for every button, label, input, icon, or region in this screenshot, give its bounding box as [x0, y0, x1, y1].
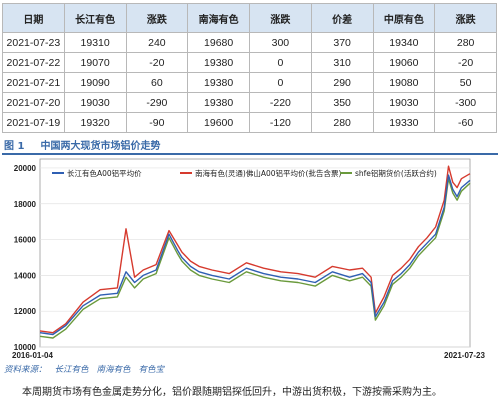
price-table: 日期 长江有色 涨跌 南海有色 涨跌 价差 中原有色 涨跌 2021-07-23… [2, 3, 497, 133]
table-row: 2021-07-20 19030 -290 19380 -220 350 19030 -300 [2, 92, 497, 113]
table-cell: 2021-07-23 [2, 32, 65, 53]
figure-number: 图 1 [4, 141, 25, 152]
figure-title: 中国两大现货市场铝价走势 [40, 141, 161, 152]
header-spread: 价差 [310, 3, 374, 33]
table-cell: 2021-07-22 [2, 52, 65, 73]
source-label: 资料来源： [4, 365, 47, 375]
header-nanhai: 南海有色 [187, 3, 250, 33]
table-row: 2021-07-23 19310 240 19680 300 370 19340 280 [2, 32, 497, 53]
legend-item: 长江有色A00铝平均价 [52, 168, 142, 178]
header-change: 涨跌 [434, 3, 497, 33]
header-change: 涨跌 [125, 3, 189, 33]
x-axis-end-label: 2021-07-23 [444, 351, 485, 360]
table-cell: -60 [434, 112, 497, 133]
table-cell: 19080 [372, 72, 436, 93]
table-row: 2021-07-21 19090 60 19380 0 290 19080 50 [2, 72, 497, 93]
table-row: 2021-07-19 19320 -90 19600 -120 280 19330 -60 [2, 112, 497, 133]
series-line [39, 174, 471, 336]
y-tick-label: 18000 [14, 200, 37, 209]
header-change: 涨跌 [249, 3, 312, 33]
legend-item: shfe铝期货价(活跃合约) [340, 168, 437, 178]
legend-label: shfe铝期货价(活跃合约) [355, 168, 437, 178]
table-cell: 370 [310, 32, 374, 53]
table-cell: 19600 [187, 112, 250, 133]
plot-area [39, 158, 471, 348]
y-tick-label: 16000 [14, 236, 37, 245]
source-note: 资料来源： 长江有色 南海有色 有色宝 [4, 363, 172, 375]
table-cell: 19680 [187, 32, 250, 53]
table-cell: 0 [249, 72, 312, 93]
table-cell: 2021-07-19 [2, 112, 65, 133]
table-cell: 280 [310, 112, 374, 133]
legend-item: 南海有色(灵通)佛山A00铝平均价(批告含票) [180, 168, 341, 178]
table-cell: 2021-07-20 [2, 92, 65, 113]
table-cell: 19380 [187, 92, 250, 113]
table-cell: 19380 [187, 72, 250, 93]
table-cell: 19320 [63, 112, 127, 133]
series-line [39, 165, 471, 334]
caption-divider [2, 153, 498, 155]
table-cell: 2021-07-21 [2, 72, 65, 93]
table-cell: 350 [310, 92, 374, 113]
table-cell: 280 [434, 32, 497, 53]
table-cell: 290 [310, 72, 374, 93]
aluminum-price-chart: 10000 12000 14000 16000 18000 20000 长江有色A00铝平… [12, 158, 485, 360]
table-cell: 60 [125, 72, 189, 93]
table-cell: -90 [125, 112, 189, 133]
header-date: 日期 [2, 3, 65, 33]
source-item: 有色宝 [138, 365, 165, 375]
source-item: 长江有色 [54, 365, 89, 375]
table-cell: 19330 [372, 112, 436, 133]
table-cell: -20 [434, 52, 497, 73]
legend-label: 长江有色A00铝平均价 [67, 168, 142, 178]
table-row: 2021-07-22 19070 -20 19380 0 310 19060 -20 [2, 52, 497, 73]
table-cell: -120 [249, 112, 312, 133]
y-tick-label: 20000 [14, 164, 37, 173]
table-cell: 19070 [63, 52, 127, 73]
legend-label: 南海有色(灵通)佛山A00铝平均价(批告含票) [195, 168, 341, 178]
table-cell: 19060 [372, 52, 436, 73]
table-cell: 19340 [372, 32, 436, 53]
source-item: 南海有色 [96, 365, 131, 375]
y-tick-label: 12000 [14, 307, 37, 316]
table-cell: 240 [125, 32, 189, 53]
y-tick-label: 14000 [14, 271, 37, 280]
table-cell: 19090 [63, 72, 127, 93]
table-cell: -220 [249, 92, 312, 113]
table-cell: 19310 [63, 32, 127, 53]
table-cell: 19030 [372, 92, 436, 113]
x-axis-start-label: 2016-01-04 [12, 351, 53, 360]
table-cell: -300 [434, 92, 497, 113]
summary-paragraph: 本周期货市场有色金属走势分化，铝价跟随期铝探低回升，中游出货积极，下游按需采购为… [22, 387, 442, 398]
y-tick-label: 10000 [14, 343, 37, 352]
table-cell: 0 [249, 52, 312, 73]
table-cell: -290 [125, 92, 189, 113]
table-cell: 19030 [63, 92, 127, 113]
series-line [39, 178, 471, 339]
table-cell: 19380 [187, 52, 250, 73]
table-cell: 300 [249, 32, 312, 53]
header-changjiang: 长江有色 [63, 3, 127, 33]
header-zhongyuan: 中原有色 [372, 3, 436, 33]
figure-caption: 图 1 中国两大现货市场铝价走势 [4, 137, 160, 152]
table-cell: -20 [125, 52, 189, 73]
table-header-row: 日期 长江有色 涨跌 南海有色 涨跌 价差 中原有色 涨跌 [2, 3, 497, 33]
table-cell: 50 [434, 72, 497, 93]
table-cell: 310 [310, 52, 374, 73]
